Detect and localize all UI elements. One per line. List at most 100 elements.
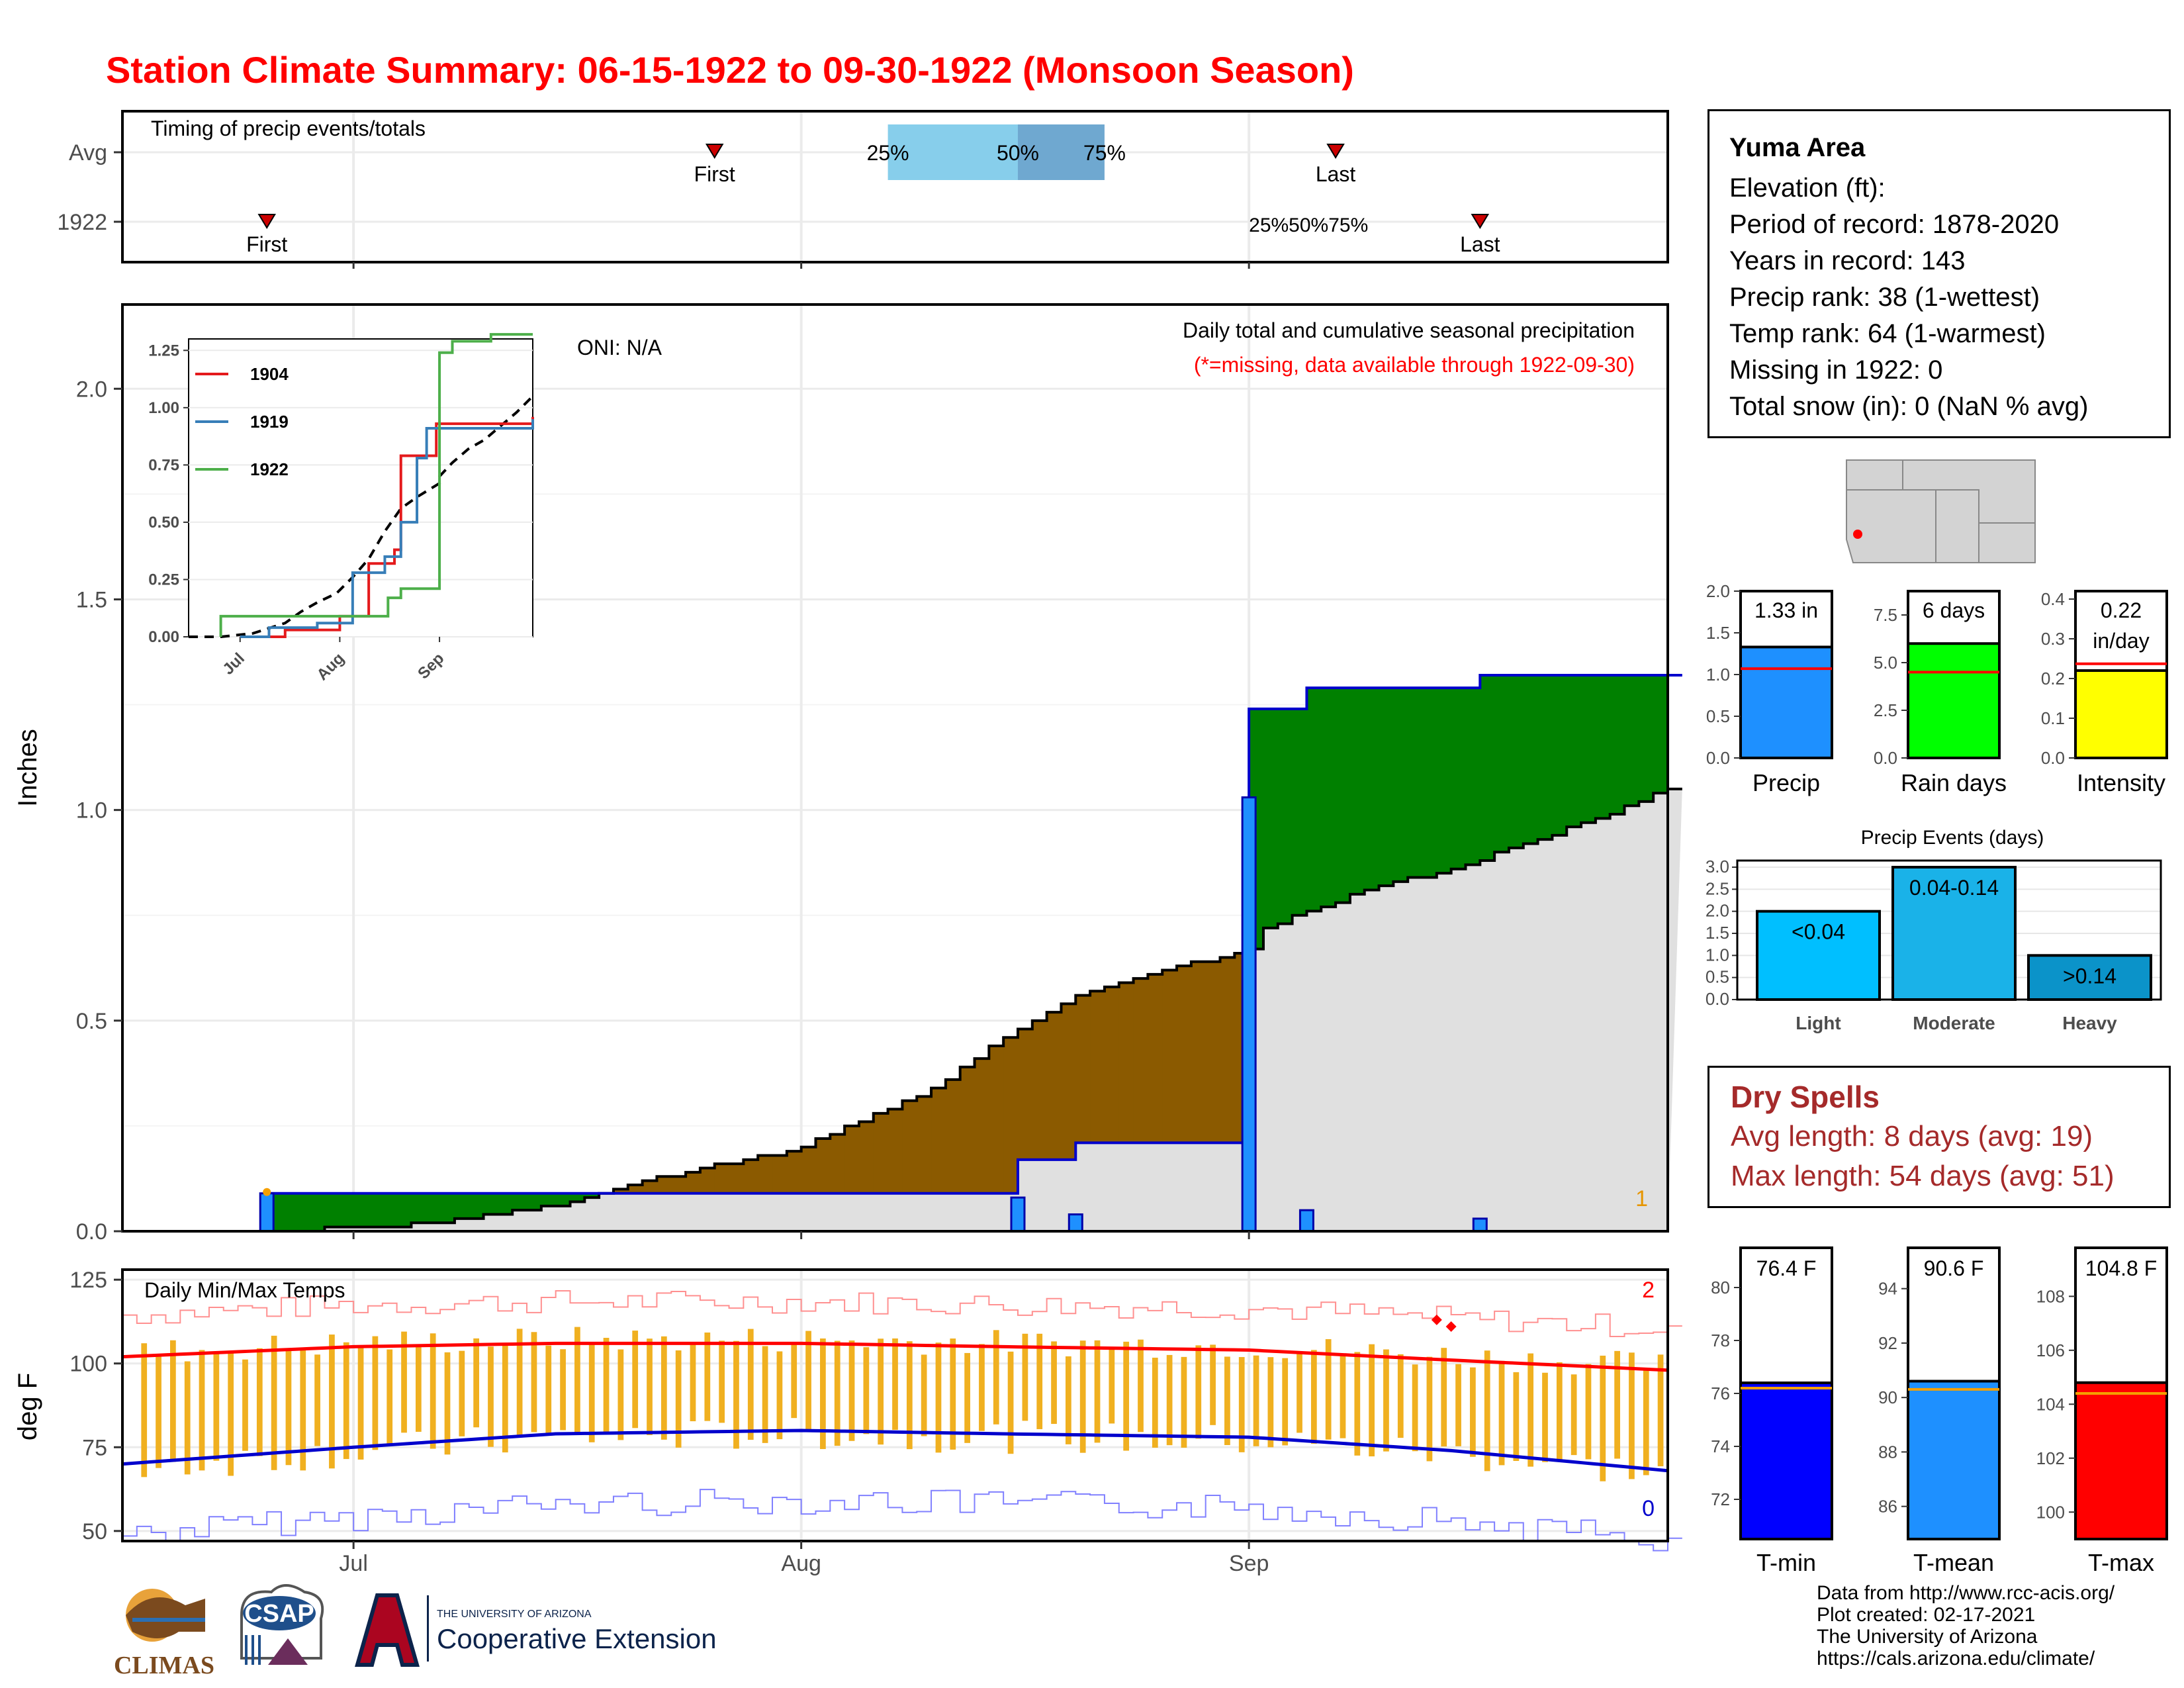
daily-temp-bar [776,1351,783,1440]
year-pct-labels: 25%50%75% [1249,214,1368,236]
daily-temp-bar [892,1338,898,1430]
below-average-fill [772,1155,788,1194]
daily-temp-bar [906,1341,913,1450]
station-period: Period of record: 1878-2020 [1729,210,2060,239]
daily-temp-bar [1614,1350,1620,1459]
page-title: Station Climate Summary: 06-15-1922 to 0… [106,49,1354,91]
above-average-fill [1624,675,1639,806]
daily-temp-bar [199,1350,205,1471]
below-average-fill [1118,982,1134,1143]
temp-bar-tick-label: 90 [1878,1387,1897,1407]
below-average-fill [714,1164,730,1194]
daily-temp-bar [1556,1362,1563,1462]
daily-temp-bar [964,1352,970,1443]
daily-temp-bar [1412,1364,1418,1452]
inset-ytick-label: 1.00 [148,399,179,417]
below-average-fill [786,1151,802,1194]
summary-bar-value: 0.22 [2101,598,2142,622]
temp-bar-value: 90.6 F [1924,1256,1984,1280]
above-average-fill [310,1193,326,1231]
events-bar-label: 0.04-0.14 [1909,876,1999,900]
summary-bar-tick-label: 0.5 [1706,706,1730,726]
station-marker [1853,530,1862,539]
above-average-fill [1480,675,1495,861]
summary-bar-tick-label: 0.3 [2041,629,2065,649]
daily-temp-bar [1166,1354,1173,1446]
above-average-fill [1349,688,1365,894]
below-average-fill [887,1109,903,1194]
below-average-fill [1090,991,1105,1143]
daily-temp-bar [1238,1357,1245,1452]
above-average-fill [555,1193,571,1206]
temp-ytick-label: 100 [69,1352,107,1377]
above-average-fill [1653,675,1668,794]
summary-bar-tick-label: 2.5 [1874,700,1897,720]
avg-tmax-line [122,1341,1668,1372]
events-category-label: Light [1796,1013,1841,1033]
daily-temp-bar [1484,1350,1490,1472]
daily-temp-bar [1109,1349,1115,1424]
above-average-fill [339,1193,354,1227]
above-average-fill [324,1193,340,1227]
xaxis-tick-label: Sep [1229,1551,1269,1576]
precip-ytick-label: 2.0 [76,377,107,402]
daily-temp-bar [1397,1354,1404,1438]
timing-title: Timing of precip events/totals [151,117,426,140]
avg-pct-label: 75% [1083,141,1126,165]
temp-panel: 50 75 100 125 Daily Min/Max Temps deg F 2 0 [13,1268,1682,1552]
summary-bar-tick-label: 1.0 [1706,665,1730,684]
daily-temp-bar [141,1343,148,1477]
record-high-count: 2 [1642,1278,1655,1303]
avg-cumulative-line [122,787,1682,1233]
daily-temp-bar [603,1337,610,1434]
above-average-fill [469,1193,484,1219]
temp-bar-tick-label: 76 [1711,1383,1730,1403]
below-average-fill [1017,1029,1033,1160]
above-average-fill [1436,688,1452,874]
below-average-fill [1104,986,1120,1143]
below-average-fill [801,1147,817,1194]
below-average-fill [686,1172,701,1194]
above-average-fill [1639,675,1654,802]
daily-temp-bar [1570,1374,1577,1456]
avg-last-marker [1326,144,1345,159]
below-average-fill [671,1176,686,1194]
avg-quartile-range-high [1017,124,1105,180]
temp-ytick-label: 50 [82,1519,107,1544]
temp-bar-tick-label: 106 [2036,1340,2065,1360]
daily-temp-bar [863,1347,870,1434]
daily-temp-bar [256,1348,263,1456]
inset-series-1922 [219,333,533,637]
above-average-fill [1595,675,1611,819]
above-average-fill [1336,688,1351,903]
above-average-fill [1393,688,1408,882]
below-average-fill [1205,961,1221,1143]
temp-bar-tick-label: 102 [2036,1448,2065,1468]
timing-row-label: Avg [69,140,107,165]
daily-temp-bar [719,1340,725,1423]
temp-bar-value: 104.8 F [2085,1256,2158,1280]
daily-temp-bar [285,1348,292,1466]
daily-temp-bar [675,1350,682,1448]
daily-temp-bar [560,1349,566,1430]
avg-first-marker [705,144,724,159]
record-high-marker [1431,1314,1442,1325]
station-missing: Missing in 1922: 0 [1729,355,1943,385]
below-average-fill [960,1066,976,1194]
daily-temp-bar [1354,1352,1361,1456]
above-average-fill [1610,675,1625,814]
station-temp-rank: Temp rank: 64 (1-warmest) [1729,319,2046,348]
daily-temp-bar [805,1331,811,1430]
summary-bar-value-unit: in/day [2093,629,2149,653]
daily-temp-bar [1267,1357,1274,1448]
daily-temp-bar [1369,1344,1375,1457]
record-high-line [122,1289,1682,1337]
summary-bar-label: Precip [1752,769,1820,796]
dry-spells-title: Dry Spells [1731,1080,1880,1114]
summary-bar-precip [1739,645,1833,759]
temp-bar-tick-label: 72 [1711,1489,1730,1509]
credits: Data from http://www.rcc-acis.org/ Plot … [1817,1582,2115,1669]
inset-legend-label: 1922 [250,459,289,479]
